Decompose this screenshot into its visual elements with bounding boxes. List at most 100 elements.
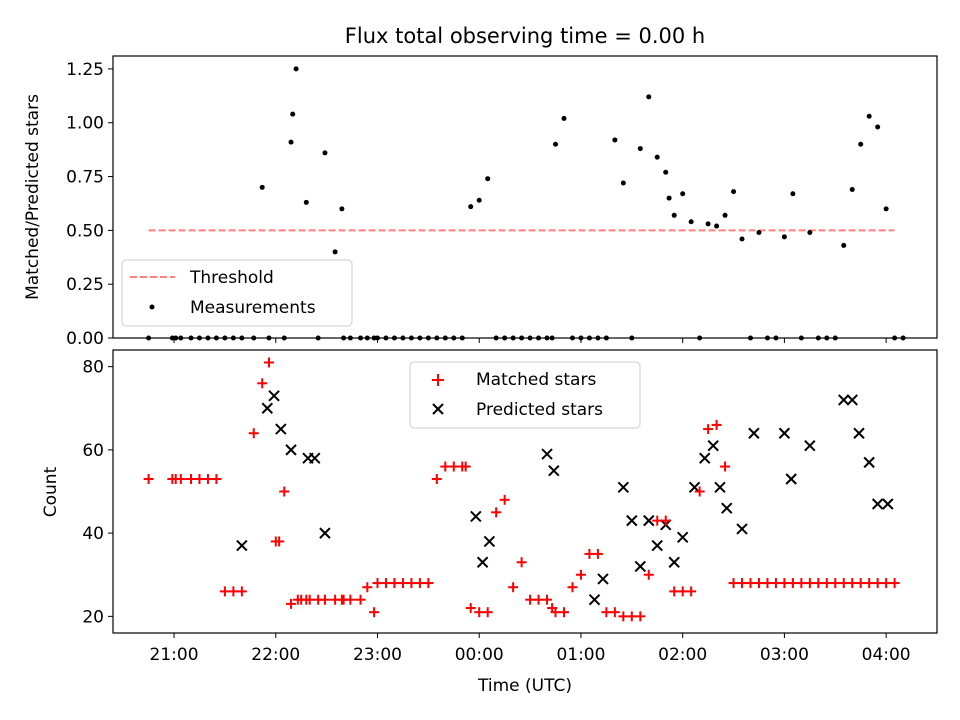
- matched-star-point: [236, 586, 247, 597]
- measurement-point: [259, 184, 265, 190]
- measurement-point: [790, 191, 796, 197]
- measurement-point: [451, 335, 457, 341]
- predicted-star-point: [597, 573, 609, 585]
- matched-star-point: [643, 569, 654, 580]
- measurement-point: [173, 335, 179, 341]
- predicted-star-point: [236, 539, 248, 552]
- top-y-axis-label: Matched/Predicted stars: [23, 94, 43, 300]
- predicted-star-point: [668, 556, 680, 568]
- predicted-star-point: [275, 423, 287, 435]
- matched-star-point: [440, 461, 451, 472]
- predicted-star-point: [778, 427, 791, 439]
- matched-legend-label: Matched stars: [476, 370, 596, 390]
- measurement-point: [425, 335, 431, 341]
- measurement-point: [510, 335, 516, 341]
- bottom-marks: [143, 357, 900, 622]
- measurement-point: [824, 335, 830, 341]
- matched-star-point: [274, 536, 285, 547]
- measurement-point: [493, 335, 499, 341]
- bottom-plot-frame: [112, 349, 938, 634]
- matched-star-point: [355, 594, 366, 605]
- measurement-point: [849, 186, 855, 192]
- top-legend-box: [121, 259, 353, 327]
- measurement-point: [705, 221, 711, 227]
- measurement-point: [536, 335, 542, 341]
- measurement-point: [188, 335, 194, 341]
- matched-star-point: [567, 582, 578, 593]
- top-y-tick-label: 1.00: [66, 114, 104, 134]
- measurement-point: [595, 335, 601, 341]
- measurement-point: [892, 335, 898, 341]
- top-plot-frame: [112, 55, 938, 339]
- matched-star-point: [821, 578, 832, 589]
- measurement-point: [485, 176, 491, 182]
- matched-star-point: [380, 578, 391, 589]
- predicted-star-point: [588, 593, 601, 606]
- bottom-y-tick-label: 60: [82, 441, 104, 461]
- bottom-panel: Count Time (UTC) 20 40 60 80 21:00 22:00 23:0…: [41, 349, 938, 696]
- predicted-star-point: [699, 452, 711, 464]
- measurement-point: [663, 169, 669, 175]
- measurement-point: [747, 335, 753, 341]
- measurement-point: [341, 335, 347, 341]
- predicted-star-point: [626, 514, 638, 527]
- bottom-x-tick-label: 21:00: [150, 645, 199, 665]
- matched-star-point: [694, 486, 705, 497]
- measurement-point: [654, 154, 660, 160]
- top-marks: [146, 66, 906, 341]
- measurement-point: [798, 335, 804, 341]
- matched-star-point: [881, 578, 892, 589]
- matched-star-point: [635, 611, 646, 622]
- bottom-x-ticks: 21:00 22:00 23:00 00:00 01:00 02:00 03:00 04:00: [150, 633, 911, 665]
- matched-legend-marker: [432, 374, 444, 386]
- matched-star-point: [550, 607, 561, 618]
- matched-star-point: [804, 578, 815, 589]
- matched-star-point: [813, 578, 824, 589]
- matched-star-point: [618, 611, 629, 622]
- measurement-point: [612, 137, 618, 143]
- matched-star-point: [838, 578, 849, 589]
- matched-star-point: [474, 607, 485, 618]
- top-y-tick-label: 0.00: [66, 329, 104, 349]
- predicted-star-point: [748, 427, 760, 439]
- top-y-tick-label: 0.75: [66, 168, 104, 188]
- matched-star-point: [889, 578, 900, 589]
- measurement-point: [364, 335, 370, 341]
- top-y-tick-label: 1.25: [66, 60, 104, 80]
- measurement-point: [417, 335, 423, 341]
- predicted-star-point: [268, 390, 280, 402]
- measurement-point: [832, 335, 838, 341]
- matched-star-point: [779, 578, 790, 589]
- measurement-point: [527, 335, 533, 341]
- measurement-point: [764, 335, 770, 341]
- matched-star-point: [319, 594, 330, 605]
- bottom-legend: Matched stars Predicted stars: [409, 361, 641, 429]
- matched-star-point: [601, 607, 612, 618]
- matched-star-point: [508, 582, 519, 593]
- measurement-point: [688, 219, 694, 225]
- matched-star-point: [626, 611, 637, 622]
- matched-star-point: [872, 578, 883, 589]
- bottom-x-axis-label: Time (UTC): [477, 676, 572, 696]
- measurement-point: [332, 249, 338, 255]
- matched-star-point: [248, 428, 259, 439]
- measurement-point: [213, 335, 219, 341]
- matched-star-point: [257, 378, 268, 389]
- measurement-point: [739, 236, 745, 242]
- matched-star-point: [345, 594, 356, 605]
- measurement-point: [502, 335, 508, 341]
- matched-star-point: [728, 578, 739, 589]
- measurement-point: [315, 335, 321, 341]
- matched-star-point: [389, 578, 400, 589]
- measurement-point: [680, 191, 686, 197]
- predicted-star-point: [309, 452, 321, 464]
- matched-star-point: [703, 424, 714, 435]
- matched-star-point: [304, 594, 315, 605]
- bottom-x-tick-label: 02:00: [658, 645, 707, 665]
- top-panel: Matched/Predicted stars 0.00 0.25 0.50 0.75…: [23, 55, 938, 349]
- measurement-point: [866, 113, 872, 119]
- measurement-point: [383, 335, 389, 341]
- measurement-point: [841, 242, 847, 248]
- bottom-x-tick-label: 00:00: [455, 645, 504, 665]
- measurement-point: [875, 124, 881, 130]
